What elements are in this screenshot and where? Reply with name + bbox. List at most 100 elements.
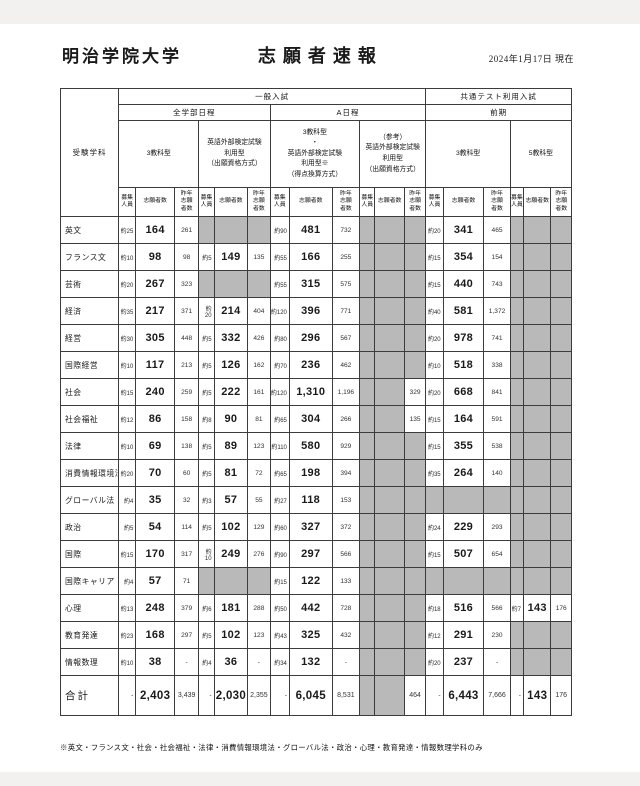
exam-type-header: 3教科型 bbox=[117, 120, 200, 188]
exam-group-header: 共通テスト利用入試 bbox=[425, 88, 572, 105]
cell-applicant-count: 507 bbox=[442, 540, 485, 568]
cell-lastyear-count: 213 bbox=[173, 351, 200, 379]
cell-lastyear-count: 654 bbox=[483, 540, 511, 568]
cell-not-offered bbox=[550, 513, 572, 541]
cell-not-offered bbox=[403, 486, 427, 514]
page-title: 志願者速報 bbox=[257, 46, 383, 66]
cell-lastyear-count: 261 bbox=[173, 216, 200, 244]
cell-not-offered bbox=[403, 648, 427, 676]
cell-recruit-count: 約15 bbox=[425, 432, 444, 460]
cell-recruit-count: - bbox=[117, 675, 137, 716]
cell-recruit-count: 約10 bbox=[198, 540, 215, 568]
cell-applicant-count: 117 bbox=[135, 351, 175, 379]
header-row-exam-category: 受験学科 一般入試 共通テスト利用入試 bbox=[60, 88, 572, 217]
cell-not-offered bbox=[550, 351, 572, 379]
cell-lastyear-count: 129 bbox=[247, 513, 271, 541]
cell-applicant-count: 168 bbox=[135, 621, 175, 649]
cell-recruit-count: 約5 bbox=[198, 459, 215, 487]
cell-not-offered bbox=[442, 567, 485, 595]
cell-not-offered bbox=[483, 486, 511, 514]
cell-lastyear-count: 259 bbox=[173, 378, 200, 406]
cell-not-offered bbox=[374, 594, 405, 622]
cell-not-offered bbox=[403, 567, 427, 595]
cell-not-offered bbox=[509, 270, 524, 298]
table-row: 経営 約30 305 448 約5 332 426 約80 296 567 約20 978 741 bbox=[60, 324, 572, 352]
cell-lastyear-count: 464 bbox=[403, 675, 427, 716]
table-row: 法律 約10 69 138 約5 89 123 約110 580 929 約15 355 538 bbox=[60, 432, 572, 460]
cell-applicant-count: 132 bbox=[288, 648, 333, 676]
cell-not-offered bbox=[509, 648, 524, 676]
cell-not-offered bbox=[374, 675, 405, 716]
cell-applicant-count: 2,403 bbox=[135, 675, 175, 716]
cell-applicant-count: 222 bbox=[213, 378, 249, 406]
cell-not-offered bbox=[374, 378, 405, 406]
cell-not-offered bbox=[374, 324, 405, 352]
cell-not-offered bbox=[374, 243, 405, 271]
cell-lastyear-count: 1,196 bbox=[331, 378, 361, 406]
subcolumn-header-lastyear: 昨年 志願 者数 bbox=[331, 187, 361, 217]
cell-not-offered bbox=[403, 270, 427, 298]
cell-not-offered bbox=[522, 270, 552, 298]
cell-applicant-count: 170 bbox=[135, 540, 175, 568]
cell-applicant-count: 90 bbox=[213, 405, 249, 433]
table-row: 教育発達 約23 168 297 約5 102 123 約43 325 432 約12 291 230 bbox=[60, 621, 572, 649]
row-label: 政治 bbox=[60, 513, 119, 541]
cell-not-offered bbox=[550, 243, 572, 271]
cell-not-offered bbox=[522, 459, 552, 487]
cell-applicant-count: 164 bbox=[442, 405, 485, 433]
row-label: 国際経営 bbox=[60, 351, 119, 379]
cell-lastyear-count: 929 bbox=[331, 432, 361, 460]
cell-recruit-count: 約15 bbox=[117, 540, 137, 568]
cell-recruit-count: 約24 bbox=[425, 513, 444, 541]
cell-not-offered bbox=[359, 324, 376, 352]
cell-not-offered bbox=[198, 270, 215, 298]
cell-applicant-count: 6,443 bbox=[442, 675, 485, 716]
cell-not-offered bbox=[374, 513, 405, 541]
cell-not-offered bbox=[359, 621, 376, 649]
cell-not-offered bbox=[403, 432, 427, 460]
cell-recruit-count: 約15 bbox=[425, 540, 444, 568]
cell-recruit-count: 約30 bbox=[117, 324, 137, 352]
cell-recruit-count: 約34 bbox=[269, 648, 290, 676]
cell-not-offered bbox=[509, 486, 524, 514]
cell-recruit-count: 約55 bbox=[269, 270, 290, 298]
table-row: 社会 約15 240 259 約5 222 161 約120 1,310 1,196 329 約20 6… bbox=[60, 378, 572, 406]
cell-recruit-count: 約18 bbox=[425, 594, 444, 622]
cell-applicant-count: 978 bbox=[442, 324, 485, 352]
cell-applicant-count: 38 bbox=[135, 648, 175, 676]
exam-type-header: 3教科型 bbox=[425, 120, 511, 188]
table-row: 政治 約5 54 114 約5 102 129 約60 327 372 約24 229 293 bbox=[60, 513, 572, 541]
cell-not-offered bbox=[359, 513, 376, 541]
cell-not-offered bbox=[403, 540, 427, 568]
cell-applicant-count: 1,310 bbox=[288, 378, 333, 406]
cell-not-offered bbox=[550, 540, 572, 568]
cell-recruit-count: 約60 bbox=[269, 513, 290, 541]
cell-lastyear-count: 32 bbox=[173, 486, 200, 514]
row-label: 社会福祉 bbox=[60, 405, 119, 433]
cell-recruit-count: 約35 bbox=[117, 297, 137, 325]
cell-lastyear-count: 140 bbox=[483, 459, 511, 487]
cell-lastyear-count: 71 bbox=[173, 567, 200, 595]
cell-not-offered bbox=[403, 297, 427, 325]
cell-not-offered bbox=[213, 270, 249, 298]
subcolumn-header-applicants: 志願者数 bbox=[135, 187, 175, 217]
exam-type-header: 英語外部検定試験 利用型 （出願資格方式） bbox=[198, 120, 271, 188]
footnote: ※英文・フランス文・社会・社会福祉・法律・消費情報環境法・グローバル法・政治・心… bbox=[60, 743, 483, 752]
cell-recruit-count: 約20 bbox=[425, 324, 444, 352]
table-row: 国際 約15 170 317 約10 249 276 約90 297 566 約15 507 654 bbox=[60, 540, 572, 568]
cell-recruit-count: 約6 bbox=[198, 594, 215, 622]
cell-not-offered bbox=[522, 648, 552, 676]
cell-lastyear-count: 448 bbox=[173, 324, 200, 352]
cell-applicant-count: 89 bbox=[213, 432, 249, 460]
cell-recruit-count: 約15 bbox=[425, 270, 444, 298]
subcolumn-header-lastyear: 昨年 志願 者数 bbox=[550, 187, 572, 217]
cell-recruit-count: 約15 bbox=[117, 378, 137, 406]
cell-lastyear-count: 230 bbox=[483, 621, 511, 649]
table-row: 社会福祉 約12 86 158 約8 90 81 約65 304 266 135 約15 164 591 bbox=[60, 405, 572, 433]
cell-not-offered bbox=[522, 216, 552, 244]
cell-recruit-count: 約110 bbox=[269, 432, 290, 460]
cell-recruit-count: 約40 bbox=[425, 297, 444, 325]
cell-recruit-count: 約25 bbox=[117, 216, 137, 244]
cell-lastyear-count: 3,439 bbox=[173, 675, 200, 716]
cell-lastyear-count: 841 bbox=[483, 378, 511, 406]
